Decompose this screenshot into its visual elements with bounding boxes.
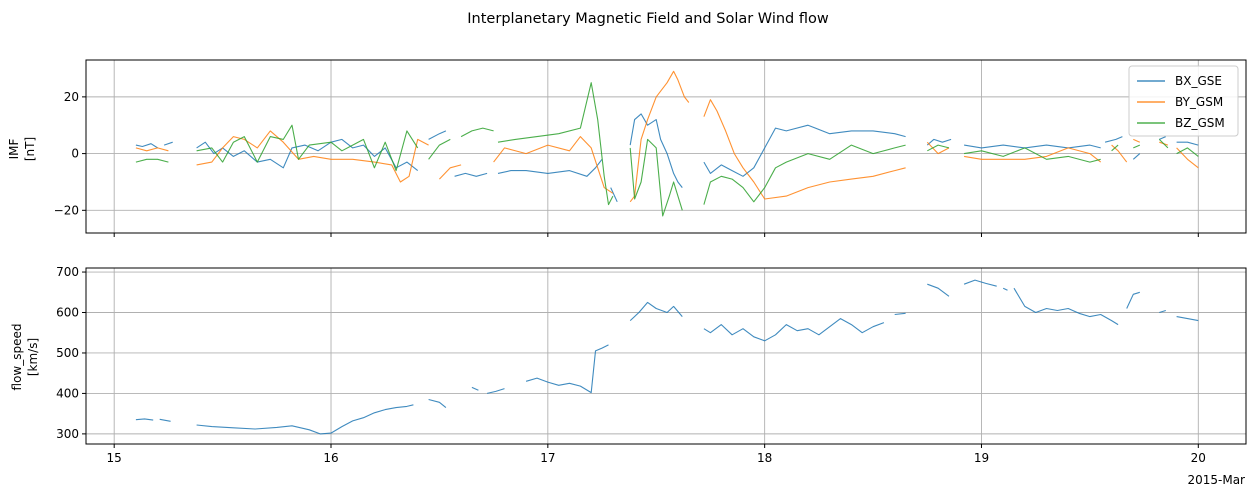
series-bx-gse-segment-3 [428, 130, 447, 140]
flow-x-tick-label: 20 [1191, 451, 1206, 465]
series-flow-speed-segment-5 [486, 388, 505, 394]
series-flow-speed-segment-10 [927, 283, 950, 297]
series-bx-gse-segment-8 [703, 124, 906, 177]
x-axis-date-label: 2015-Mar [1187, 473, 1245, 487]
series-bx-gse-segment-14 [1176, 141, 1199, 146]
series-bz-gsm-segment-10 [1133, 144, 1141, 149]
series-flow-speed-segment-12 [1002, 287, 1008, 291]
series-by-gsm-segment-9 [1133, 138, 1141, 143]
flow-y-tick-label: 300 [56, 427, 79, 441]
series-by-gsm-segment-1 [196, 130, 429, 183]
series-flow-speed-segment-3 [428, 398, 447, 409]
flow-y-tick-label: 700 [56, 265, 79, 279]
series-bz-gsm-segment-8 [964, 147, 1101, 163]
series-by-gsm-segment-0 [135, 147, 169, 152]
flow-x-tick-label: 18 [757, 451, 772, 465]
series-bx-gse-segment-12 [1132, 153, 1141, 160]
flow-y-tick-label: 500 [56, 346, 79, 360]
flow-x-tick-label: 19 [974, 451, 989, 465]
imf-panel: −20 0 20 IMF [nT] BX_GSE BY_GSM BZ_GSM [7, 59, 1247, 237]
flow-speed-panel: 15 16 17 18 19 20 300 400 500 600 700 flow_speed [… [10, 265, 1247, 465]
series-flow-speed-segment-11 [963, 279, 997, 287]
imf-ylabel-line-2: [nT] [23, 137, 37, 161]
flow-axes-frame [85, 267, 1247, 445]
series-bx-gse-segment-4 [454, 172, 488, 177]
flow-y-tick-label: 400 [56, 386, 79, 400]
imf-y-tick-label: 20 [64, 90, 79, 104]
series-bx-gse-segment-13 [1159, 136, 1167, 140]
series-bx-gse-segment-10 [964, 144, 1101, 149]
figure-title: Interplanetary Magnetic Field and Solar … [467, 11, 829, 27]
series-bz-gsm-segment-2 [428, 138, 451, 160]
imf-ylabel-line-1: IMF [7, 139, 21, 160]
series-flow-speed-segment-2 [196, 404, 414, 435]
series-bx-gse-segment-6 [610, 187, 618, 203]
legend-label-bx-gse: BX_GSE [1175, 74, 1222, 88]
series-flow-speed-segment-7 [629, 301, 683, 322]
series-bx-gse-segment-7 [629, 113, 683, 188]
legend-box [1128, 65, 1239, 137]
flow-ylabel-line-1: flow_speed [10, 324, 24, 391]
flow-ylabel-line-2: [km/s] [26, 338, 40, 376]
flow-x-tick-label: 17 [540, 451, 555, 465]
legend-label-bz-gsm: BZ_GSM [1175, 116, 1225, 130]
series-bx-gse-segment-9 [926, 138, 952, 146]
series-bz-gsm-segment-7 [927, 144, 950, 152]
series-by-gsm-segment-3 [493, 136, 614, 194]
series-by-gsm-segment-4 [629, 70, 690, 203]
flow-y-tick-label: 600 [56, 306, 79, 320]
series-by-gsm-segment-8 [1111, 144, 1128, 163]
series-flow-speed-segment-16 [1176, 316, 1199, 322]
flow-x-tick-label: 16 [323, 451, 338, 465]
series-flow-speed-segment-4 [471, 386, 479, 391]
series-bx-gse-segment-5 [497, 158, 603, 177]
series-by-gsm-segment-5 [703, 99, 906, 200]
imf-y-tick-label: −20 [54, 203, 79, 217]
series-flow-speed-segment-1 [159, 418, 171, 422]
legend: BX_GSE BY_GSM BZ_GSM [1128, 65, 1239, 137]
series-by-gsm-segment-2 [439, 164, 462, 180]
series-bz-gsm-segment-0 [135, 158, 169, 163]
series-bz-gsm-segment-3 [460, 127, 494, 138]
imf-axes-frame [85, 59, 1247, 234]
series-flow-speed-segment-6 [525, 344, 609, 394]
series-bx-gse-segment-1 [163, 141, 173, 146]
series-bz-gsm-segment-5 [629, 138, 683, 217]
imf-y-tick-label: 0 [71, 147, 79, 161]
flow-x-tick-label: 15 [107, 451, 122, 465]
series-flow-speed-segment-9 [894, 312, 906, 316]
series-bz-gsm-segment-1 [196, 124, 419, 172]
series-bz-gsm-segment-12 [1176, 147, 1199, 157]
series-bz-gsm-segment-11 [1158, 139, 1169, 149]
series-flow-speed-segment-14 [1126, 291, 1140, 309]
series-bx-gse-segment-0 [135, 143, 158, 149]
legend-label-by-gsm: BY_GSM [1175, 95, 1223, 109]
series-bz-gsm-segment-9 [1111, 144, 1119, 152]
series-by-gsm-segment-7 [964, 147, 1102, 163]
series-bz-gsm-segment-4 [497, 82, 614, 206]
series-bz-gsm-segment-6 [703, 144, 906, 205]
series-bx-gse-segment-11 [1104, 136, 1123, 143]
series-flow-speed-segment-8 [703, 318, 885, 342]
series-flow-speed-segment-0 [135, 418, 154, 421]
series-flow-speed-segment-13 [1013, 287, 1119, 326]
series-flow-speed-segment-15 [1159, 309, 1166, 314]
series-by-gsm-segment-6 [926, 141, 950, 155]
